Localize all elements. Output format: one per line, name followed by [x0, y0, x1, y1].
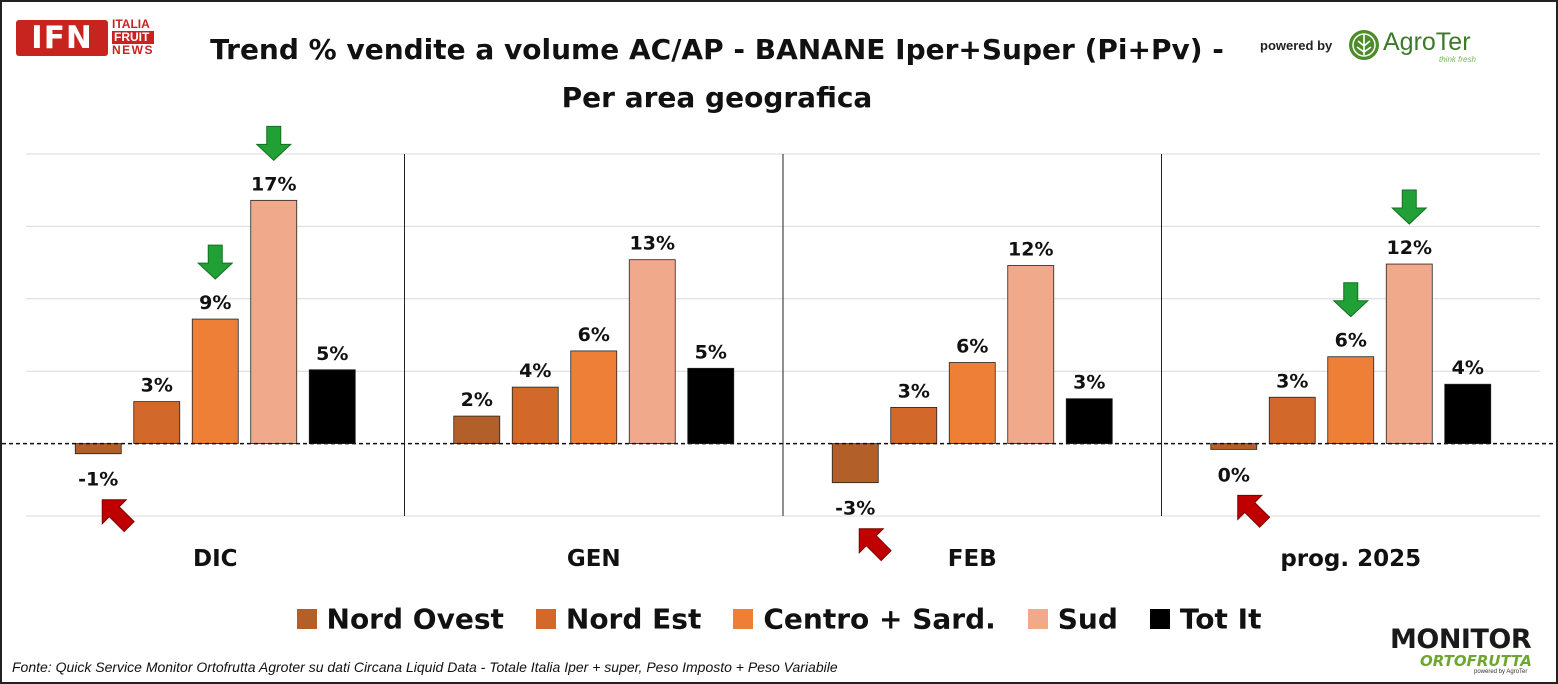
up-arrow-shape	[1237, 494, 1271, 528]
monitor-logo-line2: ORTOFRUTTA	[1420, 652, 1532, 670]
down-arrow-icon	[196, 244, 234, 280]
ifn-logo-subtext: ITALIA FRUIT NEWS	[112, 18, 154, 57]
data-label: 6%	[578, 324, 610, 346]
legend-label: Tot It	[1179, 602, 1262, 636]
bar-nord-ovest-feb	[831, 443, 879, 484]
legend-item-sud: Sud	[1027, 601, 1118, 636]
down-arrow-icon	[1390, 189, 1428, 225]
legend-label: Sud	[1057, 602, 1118, 636]
ifn-logo: IFN ITALIA FRUIT NEWS	[16, 16, 166, 60]
data-label: 13%	[630, 233, 675, 255]
legend-label: Centro + Sard.	[763, 602, 996, 636]
bar-nord-est-gen	[511, 386, 559, 444]
chart-title: Trend % vendite a volume AC/AP - BANANE …	[152, 26, 1282, 122]
up-arrow-icon	[101, 499, 135, 533]
legend-swatch	[296, 608, 317, 629]
monitor-ortofrutta-logo: MONITOR ORTOFRUTTA powered by AgroTer	[1390, 624, 1550, 680]
legend-label: Nord Est	[565, 602, 702, 636]
chart-title-line2: Per area geografica	[561, 81, 873, 114]
legend-item-centro-sard: Centro + Sard.	[733, 601, 996, 636]
bar-sud-prog-2025	[1385, 263, 1433, 445]
bar-nord-est-dic	[133, 401, 181, 445]
category-label: FEB	[948, 546, 997, 572]
chart-title-line1: Trend % vendite a volume AC/AP - BANANE …	[210, 33, 1224, 66]
bar-centro-sard-dic	[191, 318, 239, 444]
data-label: -3%	[835, 498, 875, 520]
legend-item-nord-est: Nord Est	[535, 601, 702, 636]
bar-tot-it-gen	[687, 367, 735, 444]
bar-centro-sard-gen	[570, 350, 618, 445]
data-label: 0%	[1218, 464, 1250, 486]
bar-centro-sard-feb	[948, 362, 996, 444]
bar-tot-it-feb	[1065, 398, 1113, 445]
bar-sud-feb	[1007, 265, 1055, 445]
up-arrow-shape	[858, 528, 892, 562]
ifn-logo-italia: ITALIA	[112, 17, 150, 31]
data-label: 6%	[1335, 330, 1367, 352]
data-label: 9%	[199, 292, 231, 314]
legend-swatch	[1027, 608, 1048, 629]
bar-centro-sard-prog-2025	[1327, 356, 1375, 444]
ifn-logo-mark: IFN	[16, 20, 108, 56]
data-label: 4%	[519, 360, 551, 382]
data-label: 12%	[1008, 238, 1053, 260]
up-arrow-icon	[858, 528, 892, 562]
category-label: prog. 2025	[1280, 546, 1421, 572]
data-label: 17%	[251, 173, 296, 195]
data-label: 2%	[461, 389, 493, 411]
agroter-tagline: think fresh	[1439, 55, 1476, 64]
monitor-logo-line1: MONITOR	[1390, 624, 1532, 655]
bar-sud-gen	[628, 259, 676, 445]
legend-swatch	[733, 608, 754, 629]
legend-swatch	[1149, 608, 1170, 629]
category-label: GEN	[567, 546, 621, 572]
data-label: 4%	[1452, 357, 1484, 379]
agroter-logo-text: AgroTer	[1383, 28, 1471, 56]
data-label: -1%	[78, 469, 118, 491]
down-arrow-icon	[255, 125, 293, 162]
bar-nord-ovest-prog-2025	[1210, 443, 1258, 450]
bar-sud-dic	[250, 199, 298, 445]
data-label: 3%	[141, 375, 173, 397]
bar-nord-est-feb	[890, 406, 938, 444]
bar-nord-est-prog-2025	[1268, 396, 1316, 445]
legend-item-tot-it: Tot It	[1149, 601, 1262, 636]
up-arrow-shape	[101, 499, 135, 533]
data-label: 3%	[1073, 372, 1105, 394]
data-label: 12%	[1387, 237, 1432, 259]
chart-legend: Nord Ovest Nord Est Centro + Sard. Sud Tot I…	[2, 600, 1556, 635]
data-label: 6%	[956, 336, 988, 358]
ifn-logo-fruit: FRUIT	[112, 31, 154, 44]
legend-item-nord-ovest: Nord Ovest	[296, 601, 504, 636]
powered-by-label: powered by	[1260, 38, 1333, 53]
source-note: Fonte: Quick Service Monitor Ortofrutta …	[12, 659, 838, 675]
bar-chart: -1% 3% 9% 17% 5% DIC 2% 4% 6% 13% 5% GEN -3% 3% 6% 12% 3…	[2, 125, 1556, 572]
category-label: DIC	[193, 546, 238, 572]
bar-nord-ovest-gen	[453, 415, 501, 445]
agroter-logo: AgroTer think fresh	[1347, 24, 1487, 68]
data-label: 5%	[316, 343, 348, 365]
data-label: 3%	[898, 380, 930, 402]
up-arrow-icon	[1237, 494, 1271, 528]
bar-nord-ovest-dic	[74, 443, 122, 455]
monitor-logo-line3: powered by AgroTer	[1474, 669, 1528, 675]
agroter-leaf-icon	[1349, 30, 1379, 60]
data-label: 5%	[695, 341, 727, 363]
down-arrow-icon	[1332, 282, 1370, 318]
ifn-logo-news: NEWS	[112, 43, 154, 57]
bar-tot-it-prog-2025	[1444, 383, 1492, 444]
legend-label: Nord Ovest	[326, 602, 504, 636]
data-label: 3%	[1276, 370, 1308, 392]
bar-tot-it-dic	[308, 369, 356, 445]
legend-swatch	[535, 608, 556, 629]
